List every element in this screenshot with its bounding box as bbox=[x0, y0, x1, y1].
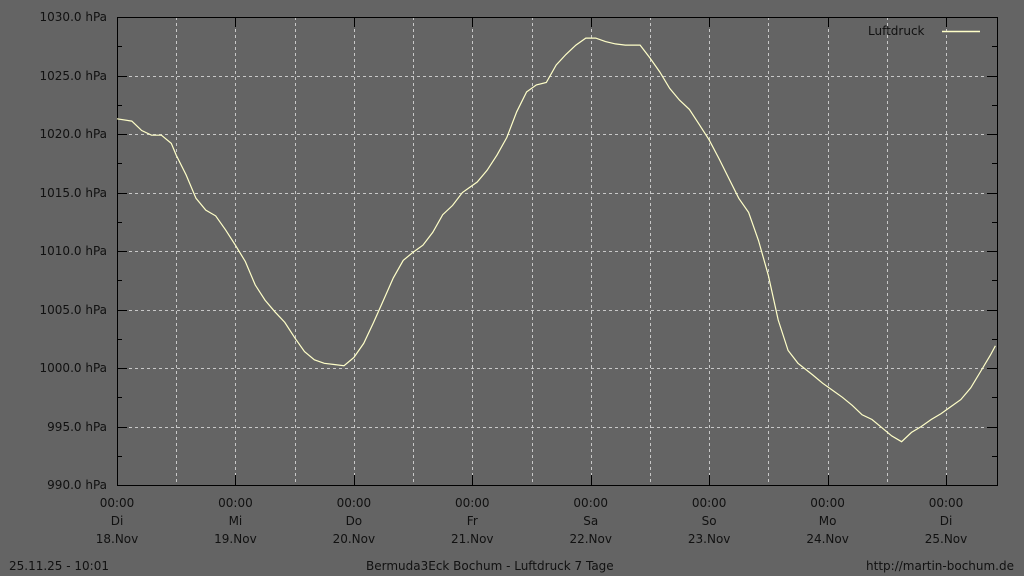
plot-frame bbox=[117, 17, 998, 486]
y-tick-label: 1000.0 hPa bbox=[39, 360, 107, 375]
x-tick-label-time: 00:00 bbox=[691, 496, 727, 510]
y-tick-label: 1005.0 hPa bbox=[39, 302, 107, 317]
x-tick-label-time: 00:00 bbox=[573, 496, 609, 510]
x-tick-label-day: So bbox=[701, 514, 717, 528]
x-tick-label-time: 00:00 bbox=[99, 496, 135, 510]
x-tick-label-time: 00:00 bbox=[928, 496, 964, 510]
x-tick-label-day: Fr bbox=[466, 514, 478, 528]
x-tick-label-day: Sa bbox=[583, 514, 599, 528]
x-tick-label-time: 00:00 bbox=[810, 496, 845, 510]
x-tick-label-time: 00:00 bbox=[218, 496, 253, 510]
x-tick-label-date: 19.Nov bbox=[214, 532, 257, 546]
y-tick-label: 1020.0 hPa bbox=[39, 126, 107, 141]
footer-url[interactable]: http://martin-bochum.de bbox=[866, 559, 1014, 573]
x-tick-label-date: 25.Nov bbox=[924, 532, 968, 546]
x-tick-label-day: Di bbox=[939, 514, 953, 528]
x-tick-label-day: Do bbox=[345, 514, 363, 528]
legend-label: Luftdruck bbox=[868, 24, 925, 38]
y-tick-label: 1025.0 hPa bbox=[39, 68, 107, 83]
y-tick-label: 995.0 hPa bbox=[47, 419, 107, 434]
x-tick-label-time: 00:00 bbox=[336, 496, 372, 510]
y-tick-label: 990.0 hPa bbox=[47, 477, 107, 492]
footer-timestamp: 25.11.25 - 10:01 bbox=[9, 559, 109, 573]
x-tick-label-date: 21.Nov bbox=[451, 532, 494, 546]
x-tick-label-time: 00:00 bbox=[454, 496, 490, 510]
x-tick-label-day: Mi bbox=[228, 514, 243, 528]
x-tick-label-day: Mo bbox=[818, 514, 837, 528]
x-tick-label-date: 20.Nov bbox=[332, 532, 376, 546]
x-tick-label-day: Di bbox=[110, 514, 124, 528]
x-tick-label-date: 18.Nov bbox=[95, 532, 139, 546]
chart-title: Bermuda3Eck Bochum - Luftdruck 7 Tage bbox=[366, 559, 614, 573]
x-tick-label-date: 23.Nov bbox=[687, 532, 731, 546]
y-tick-label: 1015.0 hPa bbox=[39, 185, 107, 200]
x-tick-label-date: 22.Nov bbox=[569, 532, 612, 546]
y-tick-label: 1030.0 hPa bbox=[39, 9, 107, 24]
series-line-luftdruck bbox=[116, 37, 996, 443]
x-tick-label-date: 24.Nov bbox=[806, 532, 849, 546]
y-tick-label: 1010.0 hPa bbox=[39, 243, 107, 258]
